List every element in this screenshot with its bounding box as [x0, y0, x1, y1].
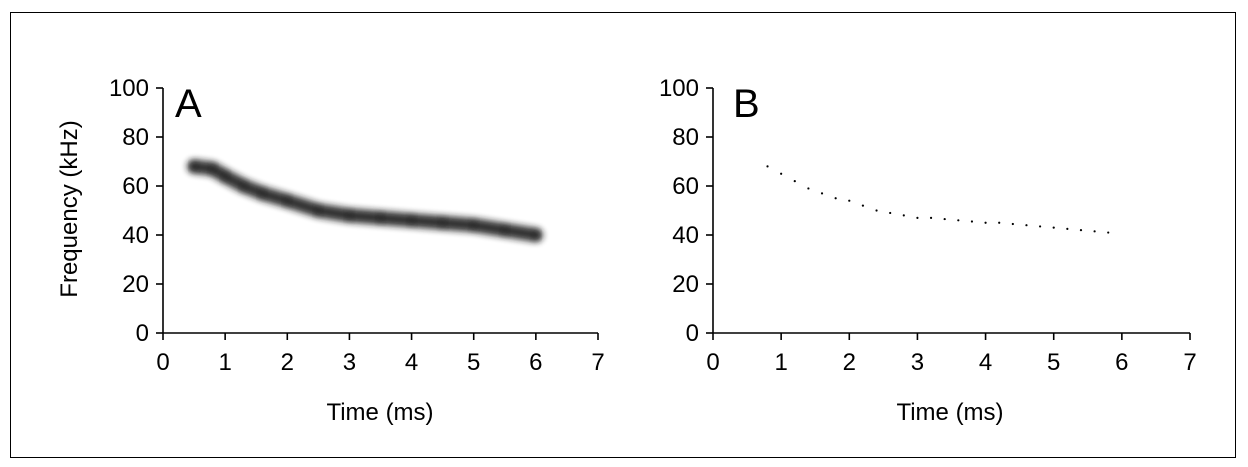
- x-tick-label-b: 1: [774, 349, 787, 376]
- trace-point-b: [943, 217, 946, 221]
- spectrogram-point-a: [207, 163, 218, 174]
- trace-point-b: [929, 216, 933, 219]
- x-tick-label-b: 4: [979, 349, 992, 376]
- y-tick-label-b: 100: [659, 75, 699, 102]
- trace-point-b: [902, 214, 905, 217]
- panel-b: B Time (ms) 0 1 2 3 4 5 6 7 0 20 40 60 80 100: [659, 75, 1197, 426]
- y-tick-label-b: 20: [672, 271, 699, 298]
- trace-point-b: [807, 187, 810, 190]
- spectrogram-trace-a: [187, 159, 543, 242]
- y-tick-label-a: 40: [122, 222, 149, 249]
- y-tick-label-b: 80: [672, 124, 699, 151]
- figure-frame: [10, 12, 1236, 458]
- panel-a: A Frequency (kHz) Time (ms) 0 1 2 3 4 5 6 7 0 20 4…: [56, 75, 605, 426]
- trace-point-b: [970, 220, 974, 223]
- trace-point-b: [998, 221, 1001, 224]
- spectrogram-point-a: [238, 181, 249, 191]
- y-tick-label-b: 60: [672, 173, 699, 200]
- spectrogram-point-a: [375, 212, 386, 223]
- trace-point-b: [820, 192, 824, 195]
- x-tick-label-a: 2: [281, 349, 294, 376]
- y-tick-label-b: 40: [672, 222, 699, 249]
- x-tick-label-b: 3: [911, 349, 924, 376]
- x-tick-label-b: 7: [1183, 349, 1196, 376]
- x-tick-label-b: 5: [1047, 349, 1060, 376]
- trace-point-b: [848, 199, 851, 202]
- spectrogram-point-a: [220, 171, 231, 182]
- spectrogram-band-a: [187, 159, 543, 242]
- y-tick-label-a: 80: [122, 124, 149, 151]
- dotted-trace-b: [766, 165, 1110, 234]
- spectrogram-point-a: [530, 230, 541, 240]
- x-tick-label-b: 0: [706, 349, 719, 376]
- y-tick-label-a: 20: [122, 271, 149, 298]
- axes-a: 0 1 2 3 4 5 6 7 0 20 40 60 80 100: [109, 75, 605, 376]
- trace-point-b: [793, 180, 796, 183]
- trace-point-b: [1107, 231, 1110, 234]
- x-tick-label-a: 0: [156, 349, 169, 376]
- trace-point-b: [984, 221, 987, 224]
- trace-point-b: [957, 219, 960, 222]
- trace-point-b: [889, 211, 892, 215]
- y-tick-label-a: 100: [109, 75, 149, 102]
- trace-point-b: [766, 165, 769, 168]
- y-tick-label-a: 0: [136, 320, 149, 347]
- trace-point-b: [1025, 224, 1028, 227]
- x-axis-label-b: Time (ms): [896, 399, 1003, 426]
- trace-point-b: [916, 216, 919, 219]
- x-axis-label-a: Time (ms): [326, 399, 433, 426]
- spectrogram-point-a: [499, 225, 510, 236]
- x-tick-label-a: 6: [529, 349, 542, 376]
- x-tick-label-a: 5: [467, 349, 480, 376]
- panel-label-b: B: [733, 82, 760, 126]
- trace-point-b: [780, 172, 783, 175]
- trace-point-b: [834, 197, 837, 200]
- trace-point-b: [1052, 226, 1055, 229]
- trace-point-b: [1011, 222, 1014, 226]
- y-tick-label-b: 0: [686, 320, 699, 347]
- axes-b: 0 1 2 3 4 5 6 7 0 20 40 60 80 100: [659, 75, 1197, 376]
- trace-point-b: [1079, 229, 1083, 232]
- spectrogram-point-a: [282, 195, 293, 206]
- spectrogram-point-a: [406, 215, 417, 226]
- spectrogram-point-a: [344, 210, 355, 221]
- trace-point-b: [861, 204, 865, 207]
- panel-label-a: A: [175, 82, 202, 126]
- x-tick-label-b: 6: [1115, 349, 1128, 376]
- y-tick-label-a: 60: [122, 173, 149, 200]
- x-tick-label-a: 3: [343, 349, 356, 376]
- x-tick-label-b: 2: [843, 349, 856, 376]
- trace-point-b: [1066, 227, 1069, 230]
- trace-point-b: [1093, 230, 1096, 233]
- trace-point-b: [875, 209, 878, 212]
- trace-point-b: [1038, 225, 1042, 228]
- y-axis-label-a: Frequency (kHz): [56, 120, 83, 297]
- spectrogram-point-a: [468, 220, 479, 231]
- x-tick-label-a: 4: [405, 349, 418, 376]
- spectrogram-point-a: [257, 188, 268, 199]
- x-tick-label-a: 1: [218, 349, 231, 376]
- spectrogram-point-a: [437, 217, 448, 228]
- spectrogram-point-a: [189, 161, 200, 172]
- x-tick-label-a: 7: [591, 349, 604, 376]
- spectrogram-point-a: [313, 205, 324, 216]
